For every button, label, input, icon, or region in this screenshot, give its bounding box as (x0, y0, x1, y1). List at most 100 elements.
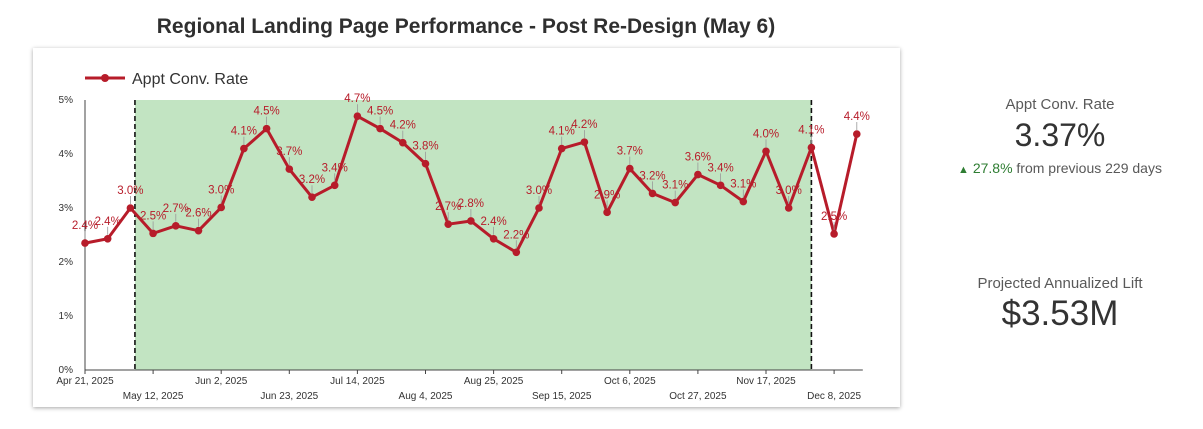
data-point (807, 143, 816, 152)
post-redesign-region (134, 100, 812, 370)
data-label: 2.4% (95, 216, 121, 228)
data-point (762, 147, 770, 156)
data-point (853, 130, 861, 138)
data-label: 3.4% (707, 162, 733, 174)
x-tick-label: Jun 23, 2025 (260, 391, 318, 402)
data-label: 4.5% (253, 106, 279, 118)
data-point (308, 193, 316, 201)
data-label: 4.5% (367, 106, 393, 118)
projected-lift-value: $3.53M (1001, 294, 1119, 333)
data-point (172, 222, 180, 230)
x-tick-label: Sep 15, 2025 (532, 391, 592, 402)
data-point (626, 164, 634, 173)
data-label: 3.0% (208, 184, 234, 196)
data-label: 4.1% (549, 126, 575, 138)
conv-rate-change-text: from previous 229 days (1016, 160, 1162, 176)
y-tick-label: 0% (59, 365, 74, 376)
y-tick-label: 1% (59, 311, 74, 322)
data-point (399, 138, 407, 147)
data-point (149, 229, 157, 238)
data-label: 3.4% (322, 162, 348, 174)
x-tick-label: Jul 14, 2025 (330, 376, 385, 387)
projected-lift-kpi: Projected Annualized Lift $3.53M (930, 275, 1190, 334)
data-label: 3.8% (412, 141, 438, 153)
data-point (557, 144, 566, 153)
data-point (81, 239, 89, 247)
data-label: 2.5% (821, 211, 847, 223)
data-label: 2.2% (503, 229, 529, 241)
x-tick-label: Aug 4, 2025 (399, 391, 453, 402)
chart-title: Regional Landing Page Performance - Post… (156, 15, 776, 38)
x-tick-label: Jun 2, 2025 (195, 376, 248, 387)
data-point (262, 124, 271, 133)
data-point (716, 181, 725, 190)
data-point (467, 217, 475, 225)
data-point (784, 204, 793, 212)
x-tick-label: Aug 25, 2025 (464, 376, 524, 387)
data-label: 4.2% (571, 119, 597, 131)
data-point (240, 144, 248, 153)
data-label: 3.1% (662, 180, 688, 192)
data-point (648, 189, 657, 198)
conv-rate-value: 3.37% (1014, 117, 1106, 153)
data-label: 3.2% (639, 170, 665, 182)
data-point (444, 220, 453, 228)
data-label: 3.0% (526, 185, 552, 197)
conv-rate-change-pct: 27.8% (972, 160, 1013, 176)
data-point (194, 226, 203, 235)
line-chart: 0% 1% 2% 3% 4% 5% Apr 21, 2025 Jun 2, 2025 Jul 1… (56, 71, 870, 402)
data-label: 2.5% (140, 210, 166, 222)
conv-rate-kpi: Appt Conv. Rate 3.37% ▲ 27.8% from previ… (930, 96, 1190, 176)
data-label: 2.9% (594, 189, 620, 201)
x-tick-label: Dec 8, 2025 (807, 391, 861, 402)
data-point (330, 181, 339, 190)
data-point (489, 234, 498, 243)
data-label: 3.0% (776, 185, 802, 197)
x-tick-label: May 12, 2025 (123, 391, 184, 402)
data-point (217, 203, 225, 212)
data-label: 4.7% (344, 93, 370, 105)
conv-rate-change: ▲ 27.8% from previous 229 days (930, 160, 1190, 176)
up-arrow-icon: ▲ (958, 164, 969, 176)
x-tick-label: Apr 21, 2025 (56, 376, 114, 387)
data-point (126, 204, 135, 212)
data-point (512, 248, 521, 257)
data-label: 3.7% (276, 146, 302, 158)
x-tick-label: Oct 27, 2025 (669, 391, 727, 402)
data-point (671, 198, 679, 207)
legend-marker (101, 74, 109, 82)
data-label: 4.0% (753, 128, 779, 140)
data-label: 3.7% (617, 146, 643, 158)
data-label: 4.4% (844, 111, 870, 123)
data-point (421, 159, 430, 168)
data-label: 2.7% (435, 201, 461, 213)
data-label: 2.8% (458, 198, 484, 210)
y-tick-label: 2% (59, 257, 74, 268)
data-point (580, 138, 589, 146)
chart-card: 0% 1% 2% 3% 4% 5% Apr 21, 2025 Jun 2, 2025 Jul 1… (33, 48, 900, 407)
data-point (376, 124, 384, 133)
data-label: 2.4% (480, 216, 506, 228)
y-tick-label: 4% (59, 149, 74, 160)
data-point (535, 204, 543, 212)
conv-rate-label: Appt Conv. Rate (1005, 96, 1115, 113)
data-label: 3.1% (730, 179, 756, 191)
projected-lift-label: Projected Annualized Lift (977, 275, 1143, 292)
data-point (285, 165, 294, 173)
data-point (694, 170, 702, 179)
data-label: 3.0% (117, 185, 143, 197)
data-label: 3.6% (685, 152, 711, 164)
y-tick-label: 5% (59, 95, 74, 106)
data-label: 4.2% (390, 120, 416, 132)
data-point (103, 234, 112, 243)
data-label: 4.1% (231, 126, 257, 138)
data-point (603, 208, 611, 217)
y-tick-label: 3% (59, 203, 74, 214)
data-label: 2.6% (185, 208, 211, 220)
data-label: 3.2% (299, 174, 325, 186)
data-point (739, 197, 748, 206)
x-tick-label: Nov 17, 2025 (736, 376, 796, 387)
data-label: 2.7% (163, 203, 189, 215)
data-point (830, 230, 838, 238)
data-label: 4.1% (798, 125, 824, 137)
